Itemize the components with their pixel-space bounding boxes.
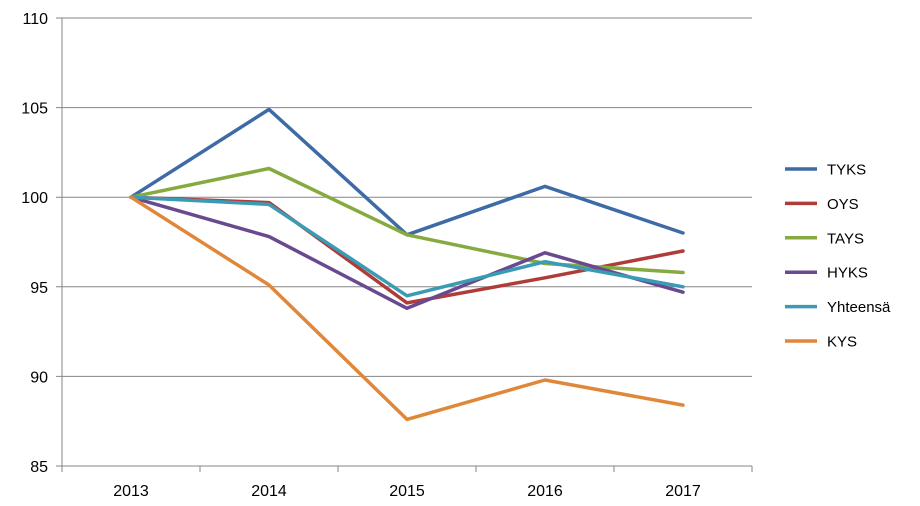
x-tick-label: 2013	[113, 483, 149, 500]
y-tick-labels: 85 90 95 100 105 110	[21, 11, 48, 476]
legend-label: OYS	[827, 196, 859, 213]
series-line-hyks	[129, 195, 685, 311]
legend-label: Yhteensä	[827, 299, 891, 316]
series-line-tyks	[129, 107, 685, 237]
legend-label: TAYS	[827, 230, 864, 247]
legend-label: KYS	[827, 334, 857, 351]
x-tick-label: 2017	[665, 483, 701, 500]
axes	[61, 18, 753, 472]
legend-label: HYKS	[827, 265, 868, 282]
y-tick-label: 105	[21, 101, 48, 118]
series-lines	[129, 107, 685, 422]
x-tick-label: 2015	[389, 483, 425, 500]
x-tick-labels: 2013 2014 2015 2016 2017	[113, 483, 701, 500]
y-tick-label: 85	[30, 459, 48, 476]
series-line-yhteensä	[129, 195, 685, 298]
series-line-kys	[129, 195, 685, 422]
y-tick-label: 110	[22, 11, 48, 28]
x-tick-label: 2016	[527, 483, 563, 500]
y-tick-label: 90	[30, 369, 48, 386]
legend-label: TYKS	[827, 162, 866, 179]
y-tick-label: 100	[21, 190, 48, 207]
x-tick-label: 2014	[251, 483, 287, 500]
legend: TYKS OYS TAYS HYKS Yhteensä KYS	[785, 162, 891, 351]
y-tick-label: 95	[30, 280, 48, 297]
